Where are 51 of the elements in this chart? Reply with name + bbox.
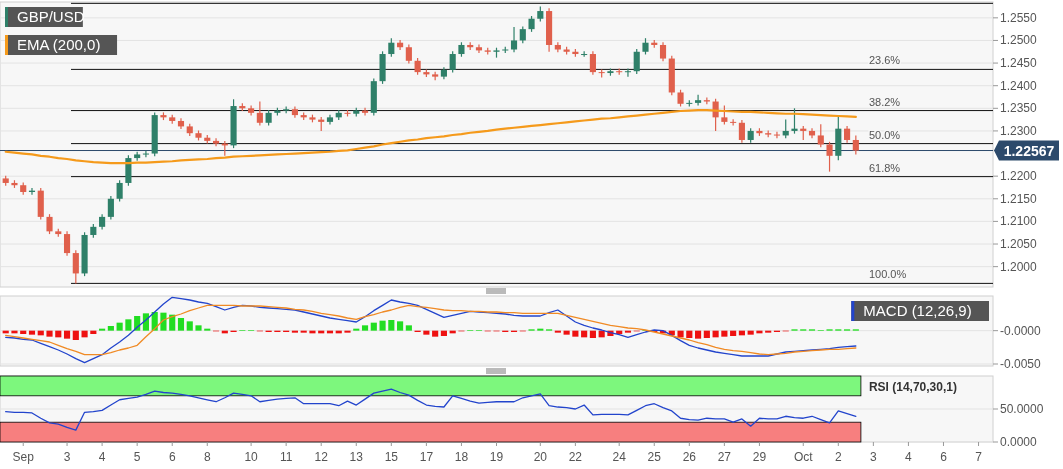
- x-tick-label: Oct: [793, 450, 814, 464]
- x-tick-label: 7: [975, 450, 983, 464]
- y-tick-label: 1.2450: [1000, 56, 1038, 71]
- x-tick-label: 3: [870, 450, 878, 464]
- x-tick-label: 6: [940, 450, 948, 464]
- y-tick-label: -0.0000: [1000, 323, 1042, 338]
- y-tick-label: 1.2100: [1000, 214, 1038, 229]
- y-tick-label: 1.2150: [1000, 191, 1038, 206]
- x-tick-label: 5: [133, 450, 141, 464]
- legend-label: EMA (200,0): [17, 36, 101, 54]
- x-tick-label: 11: [279, 450, 293, 464]
- x-tick-label: 15: [384, 450, 399, 464]
- annotation: 23.6%: [868, 54, 901, 67]
- x-tick-label: 4: [905, 450, 913, 464]
- annotation: 100.0%: [868, 268, 907, 281]
- y-tick-label: 1.2550: [1000, 10, 1038, 25]
- ref-line-label: 1.22567: [1003, 142, 1055, 159]
- x-tick-label: 2: [834, 450, 842, 464]
- y-tick-label: -0.0050: [1000, 357, 1042, 371]
- y-tick-label: 1.2200: [1000, 169, 1038, 184]
- x-tick-label: 12: [314, 450, 329, 464]
- x-tick-label: 4: [98, 450, 106, 464]
- y-tick-label: 1.2050: [1000, 237, 1038, 252]
- x-tick-label: 20: [533, 450, 548, 464]
- y-tick-label: 0.0000: [1000, 435, 1038, 449]
- x-tick-label: Sep: [12, 450, 35, 464]
- y-tick-label: 1.2500: [1000, 33, 1038, 48]
- annotation: 50.0%: [868, 128, 901, 141]
- x-tick-label: 18: [454, 450, 469, 464]
- y-tick-label: 1.2300: [1000, 123, 1038, 138]
- annotation: 61.8%: [868, 161, 901, 174]
- x-tick-label: 29: [752, 450, 767, 464]
- annotation: 38.2%: [868, 95, 901, 108]
- legend-label: MACD (12,26,9): [863, 302, 972, 320]
- y-tick-label: 1.2350: [1000, 101, 1038, 116]
- chart-title: RSI (14,70,30,1): [868, 380, 957, 394]
- x-tick-label: 27: [717, 450, 732, 464]
- x-tick-label: 8: [203, 450, 211, 464]
- x-tick-label: 10: [244, 450, 259, 464]
- y-tick-label: 1.2400: [1000, 78, 1038, 93]
- x-tick-label: 26: [682, 450, 697, 464]
- y-tick-label: 50.0000: [1000, 402, 1044, 416]
- x-tick-label: 22: [568, 450, 583, 464]
- x-tick-label: 25: [647, 450, 662, 464]
- y-tick-label: 1.2000: [1000, 259, 1038, 274]
- x-tick-label: 19: [489, 450, 504, 464]
- x-tick-label: 17: [419, 450, 434, 464]
- x-tick-label: 3: [63, 450, 71, 464]
- x-tick-label: 24: [612, 450, 627, 464]
- x-tick-label: 13: [349, 450, 364, 464]
- x-tick-label: 6: [168, 450, 176, 464]
